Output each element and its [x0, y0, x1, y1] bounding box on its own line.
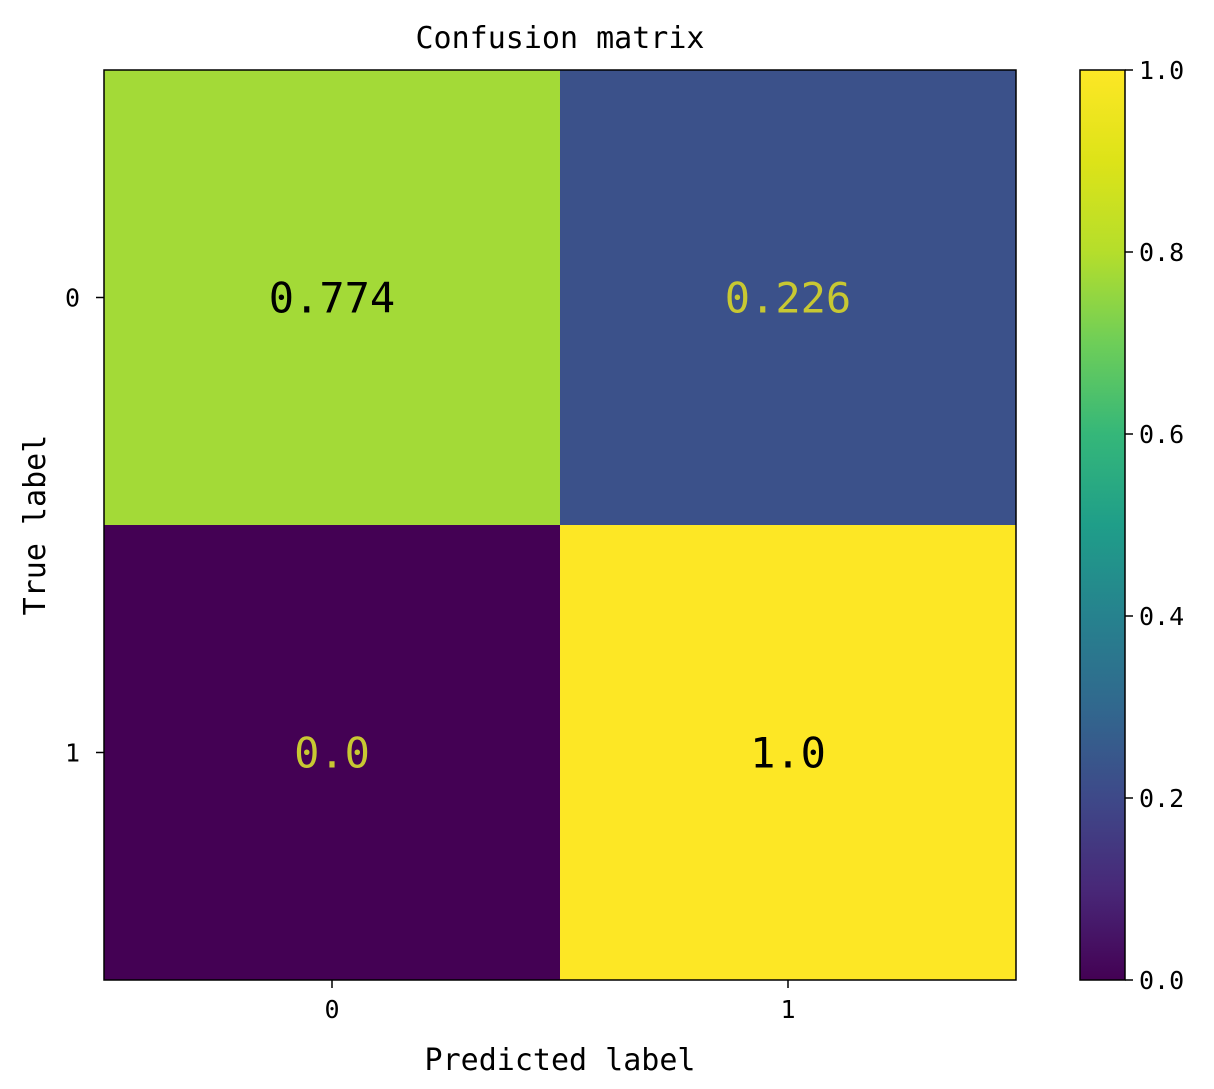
heatmap-cell-0-1	[560, 70, 1016, 525]
colorbar-tick-label: 0.0	[1139, 966, 1184, 995]
heatmap-cell-1-0	[104, 525, 560, 980]
y-axis-ticks: 01	[65, 284, 104, 768]
y-tick-label: 1	[65, 739, 80, 768]
x-tick-label: 1	[780, 995, 795, 1024]
heatmap-cell-1-1	[560, 525, 1016, 980]
colorbar	[1079, 69, 1126, 981]
chart-title: Confusion matrix	[416, 21, 705, 56]
colorbar-tick-label: 0.6	[1139, 420, 1184, 449]
colorbar-tick-label: 0.2	[1139, 784, 1184, 813]
heatmap-cell-labels: 0.774 0.226 0.0 1.0	[269, 274, 851, 778]
cell-label-0-1: 0.226	[725, 274, 851, 323]
colorbar-ticks: 0.0 0.2 0.4 0.6 0.8 1.0	[1125, 56, 1184, 995]
x-tick-label: 0	[324, 995, 339, 1024]
x-axis-label: Predicted label	[425, 1043, 696, 1078]
cell-label-1-1: 1.0	[750, 729, 826, 778]
plot-frame	[103, 69, 1017, 981]
heatmap-cell-0-0	[104, 70, 560, 525]
heatmap-cells	[104, 70, 1016, 980]
colorbar-tick-label: 0.8	[1139, 238, 1184, 267]
y-tick-label: 0	[65, 284, 80, 313]
colorbar-tick-label: 0.4	[1139, 602, 1184, 631]
cell-label-1-0: 0.0	[294, 729, 370, 778]
y-axis-label: True label	[18, 435, 53, 616]
colorbar-tick-label: 1.0	[1139, 56, 1184, 85]
cell-label-0-0: 0.774	[269, 274, 395, 323]
